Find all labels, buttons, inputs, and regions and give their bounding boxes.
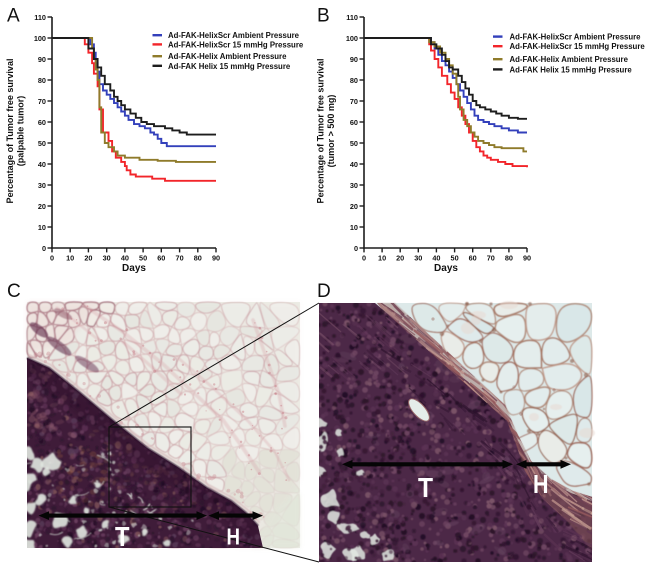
svg-text:80: 80	[194, 254, 202, 263]
svg-text:20: 20	[84, 254, 92, 263]
svg-text:60: 60	[38, 118, 46, 127]
svg-text:10: 10	[378, 254, 386, 263]
svg-text:90: 90	[38, 55, 46, 64]
svg-text:B: B	[317, 6, 330, 27]
svg-text:50: 50	[38, 139, 46, 148]
svg-text:T: T	[115, 521, 130, 552]
svg-text:A: A	[7, 6, 20, 27]
svg-text:70: 70	[176, 254, 184, 263]
svg-text:40: 40	[432, 254, 440, 263]
svg-text:90: 90	[350, 55, 358, 64]
svg-text:20: 20	[396, 254, 404, 263]
svg-text:40: 40	[38, 160, 46, 169]
svg-text:40: 40	[121, 254, 129, 263]
svg-text:30: 30	[103, 254, 111, 263]
svg-text:0: 0	[50, 254, 54, 263]
svg-text:Ad-FAK Helix 15 mmHg Pressure: Ad-FAK Helix 15 mmHg Pressure	[510, 65, 633, 74]
svg-text:30: 30	[350, 181, 358, 190]
svg-text:Days: Days	[434, 263, 458, 274]
svg-text:60: 60	[157, 254, 165, 263]
svg-text:90: 90	[523, 254, 531, 263]
svg-text:110: 110	[346, 13, 358, 22]
svg-text:Percentage of Tumor free survi: Percentage of Tumor free survival	[316, 59, 326, 204]
svg-text:Ad-FAK Helix 15 mmHg Pressure: Ad-FAK Helix 15 mmHg Pressure	[168, 62, 291, 71]
svg-text:Ad-FAK-HelixScr 15 mmHg Pressu: Ad-FAK-HelixScr 15 mmHg Pressure	[168, 40, 304, 49]
svg-text:80: 80	[38, 76, 46, 85]
svg-text:H: H	[533, 469, 549, 499]
svg-text:100: 100	[346, 34, 358, 43]
svg-text:Days: Days	[122, 263, 146, 274]
svg-text:110: 110	[34, 13, 46, 22]
svg-text:10: 10	[350, 223, 358, 232]
svg-text:H: H	[227, 524, 241, 550]
svg-text:80: 80	[350, 76, 358, 85]
svg-text:0: 0	[354, 244, 358, 253]
svg-text:0: 0	[42, 244, 46, 253]
svg-text:Ad-FAK-Helix Ambient Pressure: Ad-FAK-Helix Ambient Pressure	[168, 52, 287, 61]
svg-text:Ad-FAK-HelixScr Ambient Pressu: Ad-FAK-HelixScr Ambient Pressure	[168, 31, 300, 40]
svg-text:60: 60	[350, 118, 358, 127]
svg-text:10: 10	[66, 254, 74, 263]
svg-text:C: C	[7, 281, 21, 302]
svg-text:70: 70	[487, 254, 495, 263]
svg-text:20: 20	[350, 202, 358, 211]
svg-text:Ad-FAK-Helix Ambient Pressure: Ad-FAK-Helix Ambient Pressure	[510, 55, 629, 64]
svg-text:10: 10	[38, 223, 46, 232]
svg-text:50: 50	[451, 254, 459, 263]
svg-text:Percentage of Tumor free survi: Percentage of Tumor free survival	[5, 59, 15, 204]
svg-text:50: 50	[350, 139, 358, 148]
svg-text:(tumor > 500 mg): (tumor > 500 mg)	[326, 95, 336, 168]
svg-text:100: 100	[34, 34, 46, 43]
svg-text:60: 60	[469, 254, 477, 263]
svg-text:20: 20	[38, 202, 46, 211]
svg-text:(palpable tumor): (palpable tumor)	[16, 96, 26, 167]
svg-text:Ad-FAK-HelixScr 15 mmHg Pressu: Ad-FAK-HelixScr 15 mmHg Pressure	[510, 42, 646, 51]
svg-text:30: 30	[38, 181, 46, 190]
svg-text:70: 70	[38, 97, 46, 106]
svg-text:0: 0	[362, 254, 366, 263]
svg-text:50: 50	[139, 254, 147, 263]
svg-text:Ad-FAK-HelixScr Ambient Pressu: Ad-FAK-HelixScr Ambient Pressure	[510, 33, 642, 42]
svg-text:T: T	[418, 472, 433, 503]
svg-text:90: 90	[212, 254, 220, 263]
svg-text:30: 30	[414, 254, 422, 263]
svg-text:80: 80	[505, 254, 513, 263]
svg-text:40: 40	[350, 160, 358, 169]
svg-text:D: D	[317, 281, 331, 302]
svg-text:70: 70	[350, 97, 358, 106]
